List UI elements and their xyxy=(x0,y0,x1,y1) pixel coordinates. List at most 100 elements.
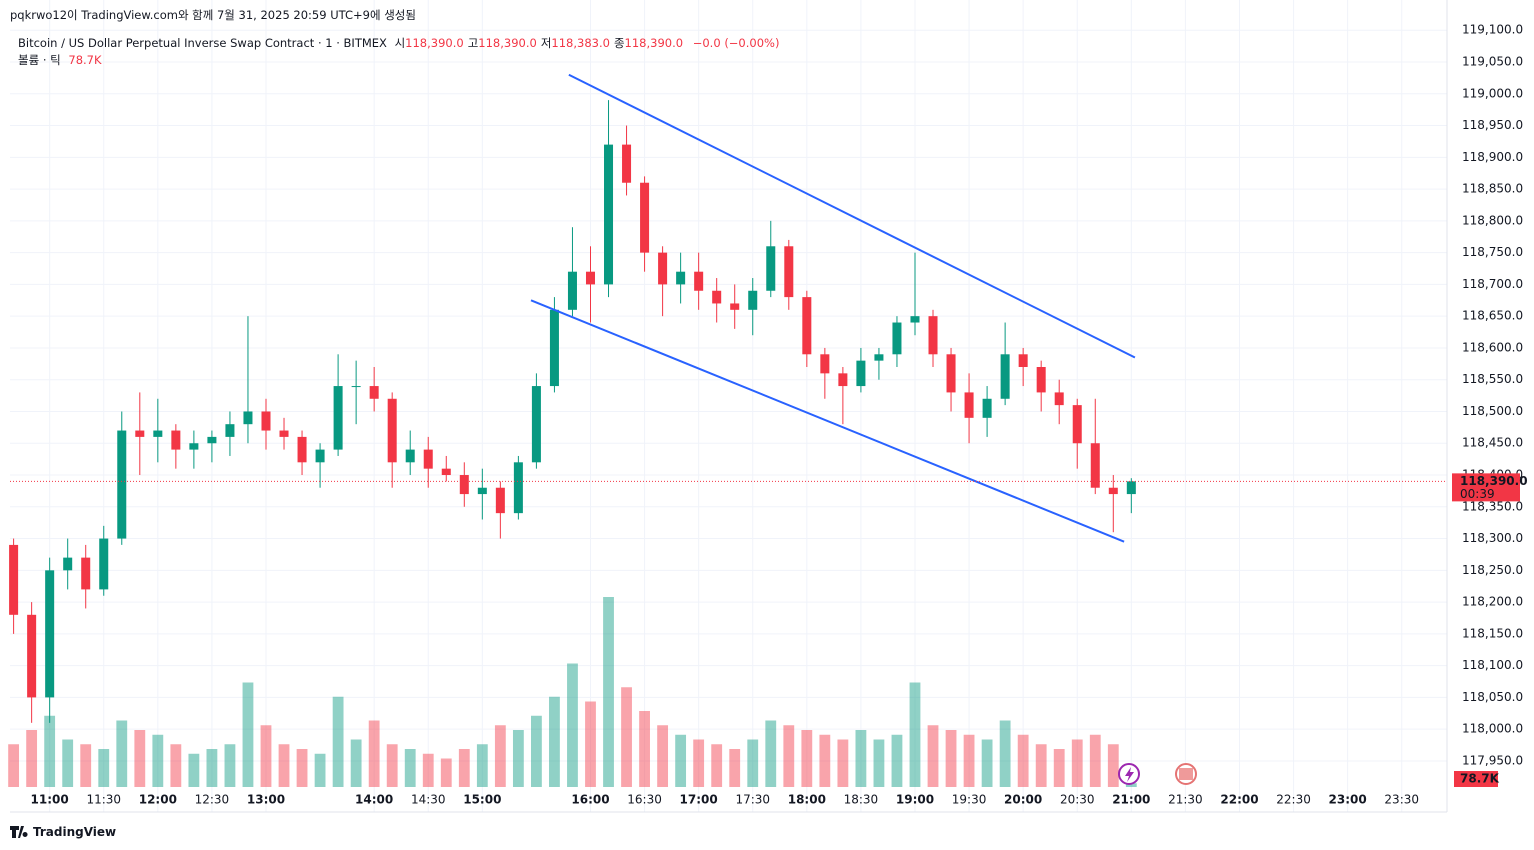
volume-bar xyxy=(837,739,849,787)
candle-body xyxy=(477,487,487,495)
candle-body xyxy=(513,462,523,514)
volume-bar xyxy=(639,711,650,787)
overlays xyxy=(10,73,1447,543)
candle-body xyxy=(802,297,812,355)
x-tick-label: 17:30 xyxy=(735,793,770,807)
ohlc-value: 118,383.0 xyxy=(551,36,610,50)
caption: pqkrwo12이 TradingView.com와 함께 7월 31, 202… xyxy=(10,8,416,22)
volume-bar xyxy=(855,730,867,787)
candle-body xyxy=(207,436,217,444)
candle-body xyxy=(1054,392,1064,406)
candle-body xyxy=(766,246,776,291)
x-tick-label: 23:30 xyxy=(1384,793,1419,807)
legend-line: Bitcoin / US Dollar Perpetual Inverse Sw… xyxy=(18,35,779,51)
candles xyxy=(9,100,1136,723)
brand-logo[interactable] xyxy=(10,826,28,838)
candle-body xyxy=(549,309,559,387)
candle-body xyxy=(874,354,884,361)
volume-bar xyxy=(675,734,687,787)
candle-body xyxy=(171,430,181,450)
candle-body xyxy=(243,411,253,425)
y-tick-label: 118,850.0 xyxy=(1462,182,1523,196)
candle-body xyxy=(730,303,740,310)
countdown: 00:39 xyxy=(1460,487,1495,501)
ohlc-name: 종 xyxy=(613,36,625,50)
y-tick-label: 119,100.0 xyxy=(1462,23,1523,37)
volume-bar xyxy=(152,734,164,787)
volume-bar xyxy=(188,753,200,787)
candle-body xyxy=(712,290,722,304)
candle-body xyxy=(910,316,920,323)
volume-bar xyxy=(440,758,452,787)
x-tick-label: 16:30 xyxy=(627,793,662,807)
candle-body xyxy=(81,557,91,590)
x-tick-label: 21:30 xyxy=(1168,793,1203,807)
y-tick-label: 118,000.0 xyxy=(1462,722,1523,736)
y-tick-label: 118,950.0 xyxy=(1462,118,1523,132)
candle-body xyxy=(9,544,19,615)
x-tick-label: 20:00 xyxy=(1004,793,1042,807)
candle-body xyxy=(676,271,686,285)
candle-body xyxy=(640,182,650,253)
brand[interactable]: TradingView xyxy=(33,825,117,839)
trendline xyxy=(568,73,1136,359)
y-tick-label: 119,050.0 xyxy=(1462,55,1523,69)
volume-bar xyxy=(116,720,128,787)
x-tick-label: 18:30 xyxy=(844,793,879,807)
volume-bar xyxy=(819,734,831,787)
x-tick-label: 14:00 xyxy=(355,793,393,807)
volume-bar xyxy=(549,696,560,787)
candle-body xyxy=(1036,367,1046,393)
y-tick-label: 117,950.0 xyxy=(1462,753,1523,767)
volume-bar xyxy=(1035,744,1047,787)
volume-bar xyxy=(711,744,723,787)
volume-bar xyxy=(1053,749,1065,787)
ohlc-name: 저 xyxy=(540,36,552,50)
ohlc-legend: 시118,390.0 고118,390.0 저118,383.0 종118,390.0 xyxy=(391,36,684,50)
x-tick-label: 21:00 xyxy=(1112,793,1150,807)
y-tick-label: 118,300.0 xyxy=(1462,531,1523,545)
y-tick-label: 118,450.0 xyxy=(1462,436,1523,450)
trendline xyxy=(530,299,1125,543)
volume-legend: 볼륨 · 틱 78.7K xyxy=(18,52,102,68)
volume-bar xyxy=(603,597,614,787)
volume-bar xyxy=(891,734,903,787)
x-tick-label: 17:00 xyxy=(680,793,718,807)
x-tick-label: 11:30 xyxy=(86,793,121,807)
volume-bar xyxy=(801,730,813,787)
volume-bar xyxy=(8,744,20,787)
volume-bar xyxy=(945,730,957,787)
event-icons[interactable] xyxy=(1118,763,1197,785)
volume-bar xyxy=(62,739,74,787)
volume-title: 볼륨 · 틱 xyxy=(18,53,61,67)
x-tick-label: 20:30 xyxy=(1060,793,1095,807)
x-tick-label: 11:00 xyxy=(31,793,69,807)
candle-body xyxy=(1126,481,1136,495)
ohlc-name: 고 xyxy=(467,36,479,50)
volume-bar xyxy=(1125,783,1137,787)
candle-body xyxy=(351,386,361,388)
price-tag-label: 118,390.0 xyxy=(1460,474,1528,488)
ohlc-value: 118,390.0 xyxy=(405,36,464,50)
y-tick-label: 118,350.0 xyxy=(1462,499,1523,513)
candle-body xyxy=(748,290,758,310)
candle-body xyxy=(838,373,848,387)
y-tick-label: 118,200.0 xyxy=(1462,595,1523,609)
volume-bar xyxy=(170,744,182,787)
volume-bar xyxy=(332,696,344,787)
candle-body xyxy=(531,386,541,463)
volume-bar xyxy=(404,749,416,787)
y-tick-label: 118,550.0 xyxy=(1462,372,1523,386)
volume-bar xyxy=(747,739,759,787)
volume-bar xyxy=(1017,734,1029,787)
volume-bar xyxy=(585,701,596,787)
candle-body xyxy=(964,392,974,418)
y-tick-label: 118,150.0 xyxy=(1462,626,1523,640)
volume-bar xyxy=(621,687,632,787)
x-tick-label: 12:00 xyxy=(139,793,177,807)
candle-body xyxy=(982,398,992,418)
candle-body xyxy=(153,430,163,437)
candle-body xyxy=(567,271,577,310)
volume-bar xyxy=(1107,744,1119,787)
volume-bar xyxy=(873,739,885,787)
